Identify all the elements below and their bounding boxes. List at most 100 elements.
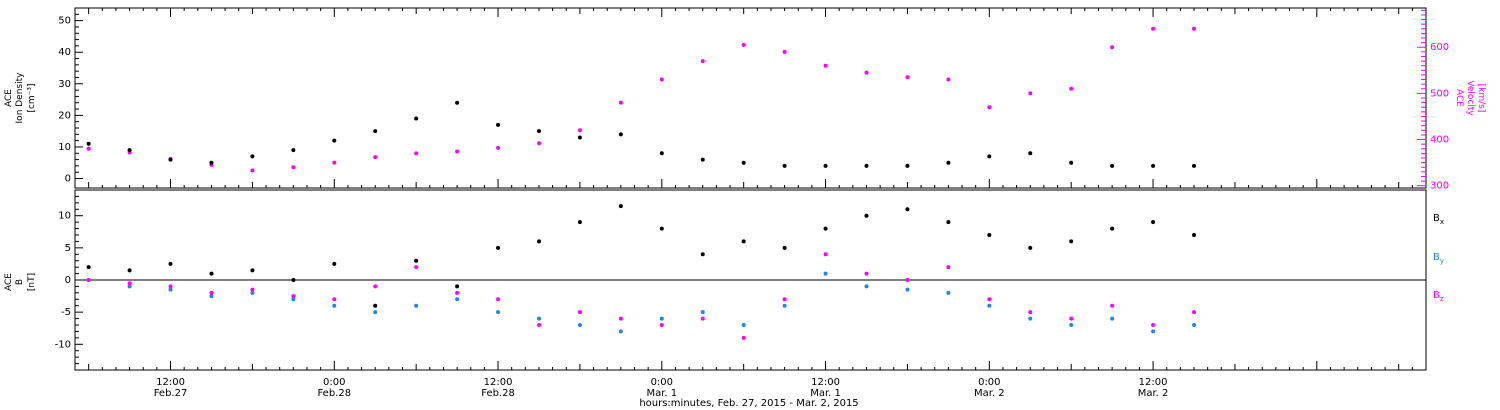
density-point — [209, 160, 214, 165]
bz-point — [250, 287, 255, 292]
by-point — [946, 290, 951, 295]
x-tick-label-time: 0:00 — [978, 377, 1000, 388]
velocity-label: ACE Velocity [km/s] — [1454, 80, 1486, 116]
bfield-tick-label: 5 — [65, 243, 71, 254]
velocity-point — [1028, 91, 1033, 96]
by-point — [905, 287, 910, 292]
density-point — [332, 138, 337, 143]
velocity-tick-label: 400 — [1430, 135, 1449, 146]
density-velocity-panel — [86, 26, 1197, 173]
bz-point — [823, 252, 828, 257]
by-point — [741, 323, 746, 327]
bz-point — [946, 265, 951, 270]
bfield-label-line2: B — [15, 279, 25, 285]
bz-point — [1110, 303, 1115, 308]
bx-point — [946, 220, 951, 225]
velocity-label-line2: Velocity — [1465, 80, 1475, 116]
legend-bx-sub: x — [1440, 218, 1444, 226]
bz-point — [291, 294, 296, 299]
velocity-point — [414, 151, 419, 156]
density-point — [455, 100, 460, 105]
by-point — [250, 290, 255, 295]
legend-bz-sub: z — [1440, 295, 1444, 303]
velocity-tick-label: 500 — [1430, 88, 1449, 99]
by-point — [782, 303, 787, 308]
by-point — [1110, 316, 1115, 321]
velocity-point — [1151, 26, 1156, 31]
x-tick-label-date: Feb.28 — [481, 388, 515, 399]
magnetic-field-panel — [86, 204, 1197, 340]
by-point — [1151, 329, 1156, 334]
velocity-point — [905, 75, 910, 80]
bx-point — [782, 245, 787, 250]
density-point — [782, 163, 787, 168]
density-tick-label: 50 — [58, 16, 71, 27]
legend-bx: Bx — [1433, 213, 1444, 226]
bz-point — [496, 297, 501, 302]
density-label: ACE Ion Density [cm⁻³] — [4, 72, 37, 124]
bx-point — [536, 239, 541, 244]
density-point — [414, 116, 419, 121]
by-point — [864, 284, 869, 289]
x-tick-label-date: Mar. 1 — [646, 388, 677, 399]
bx-point — [864, 213, 869, 218]
bz-point — [782, 297, 787, 302]
x-tick-label-time: 0:00 — [323, 377, 345, 388]
velocity-point — [618, 100, 623, 105]
bz-point — [332, 297, 337, 302]
x-tick-label-date: Mar. 2 — [974, 388, 1005, 399]
density-point — [86, 141, 91, 146]
density-point — [700, 157, 705, 162]
bz-point — [86, 278, 91, 282]
by-point — [209, 294, 214, 299]
legend-by: By — [1433, 252, 1444, 265]
by-point — [659, 316, 664, 321]
velocity-tick-label: 300 — [1430, 181, 1449, 192]
density-point — [1069, 160, 1074, 165]
velocity-point — [496, 145, 501, 150]
density-tick-label: 30 — [58, 79, 71, 90]
bz-point — [905, 278, 910, 282]
velocity-point — [823, 63, 828, 68]
by-point — [577, 323, 582, 327]
velocity-point — [741, 42, 746, 47]
velocity-point — [250, 168, 255, 173]
x-tick-label-time: 12:00 — [1139, 377, 1168, 388]
velocity-point — [782, 49, 787, 54]
bz-point — [659, 323, 664, 327]
x-axis-label: hours:minutes, Feb. 27, 2015 - Mar. 2, 2… — [639, 398, 858, 409]
density-point — [536, 129, 541, 134]
density-label-line3: [cm⁻³] — [27, 83, 37, 112]
velocity-point — [946, 77, 951, 82]
bx-point — [168, 261, 173, 266]
bx-point — [741, 239, 746, 244]
bz-point — [700, 316, 705, 321]
legend-by-sub: y — [1440, 257, 1444, 265]
bx-point — [496, 245, 501, 250]
velocity-point — [1192, 26, 1197, 31]
by-point — [455, 297, 460, 302]
velocity-point — [1110, 45, 1115, 50]
bz-point — [1151, 323, 1156, 327]
bz-point — [373, 284, 378, 289]
by-point — [618, 329, 623, 334]
bx-point — [209, 271, 214, 276]
density-point — [659, 151, 664, 156]
bz-point — [414, 265, 419, 270]
bx-point — [659, 226, 664, 231]
x-tick-label-time: 12:00 — [811, 377, 840, 388]
velocity-point — [86, 146, 91, 151]
velocity-point — [1069, 86, 1074, 91]
x-tick-label-date: Mar. 1 — [810, 388, 841, 399]
bz-point — [741, 335, 746, 340]
density-point — [741, 160, 746, 165]
by-point — [1028, 316, 1033, 321]
bfield-tick-label: 10 — [58, 211, 71, 222]
velocity-point — [659, 77, 664, 82]
legend-bz-base: B — [1433, 290, 1440, 301]
bfield-label-line1: ACE — [4, 273, 14, 291]
density-point — [823, 163, 828, 168]
bx-point — [700, 252, 705, 257]
velocity-point — [864, 70, 869, 75]
x-tick-label-date: Feb.27 — [154, 388, 188, 399]
